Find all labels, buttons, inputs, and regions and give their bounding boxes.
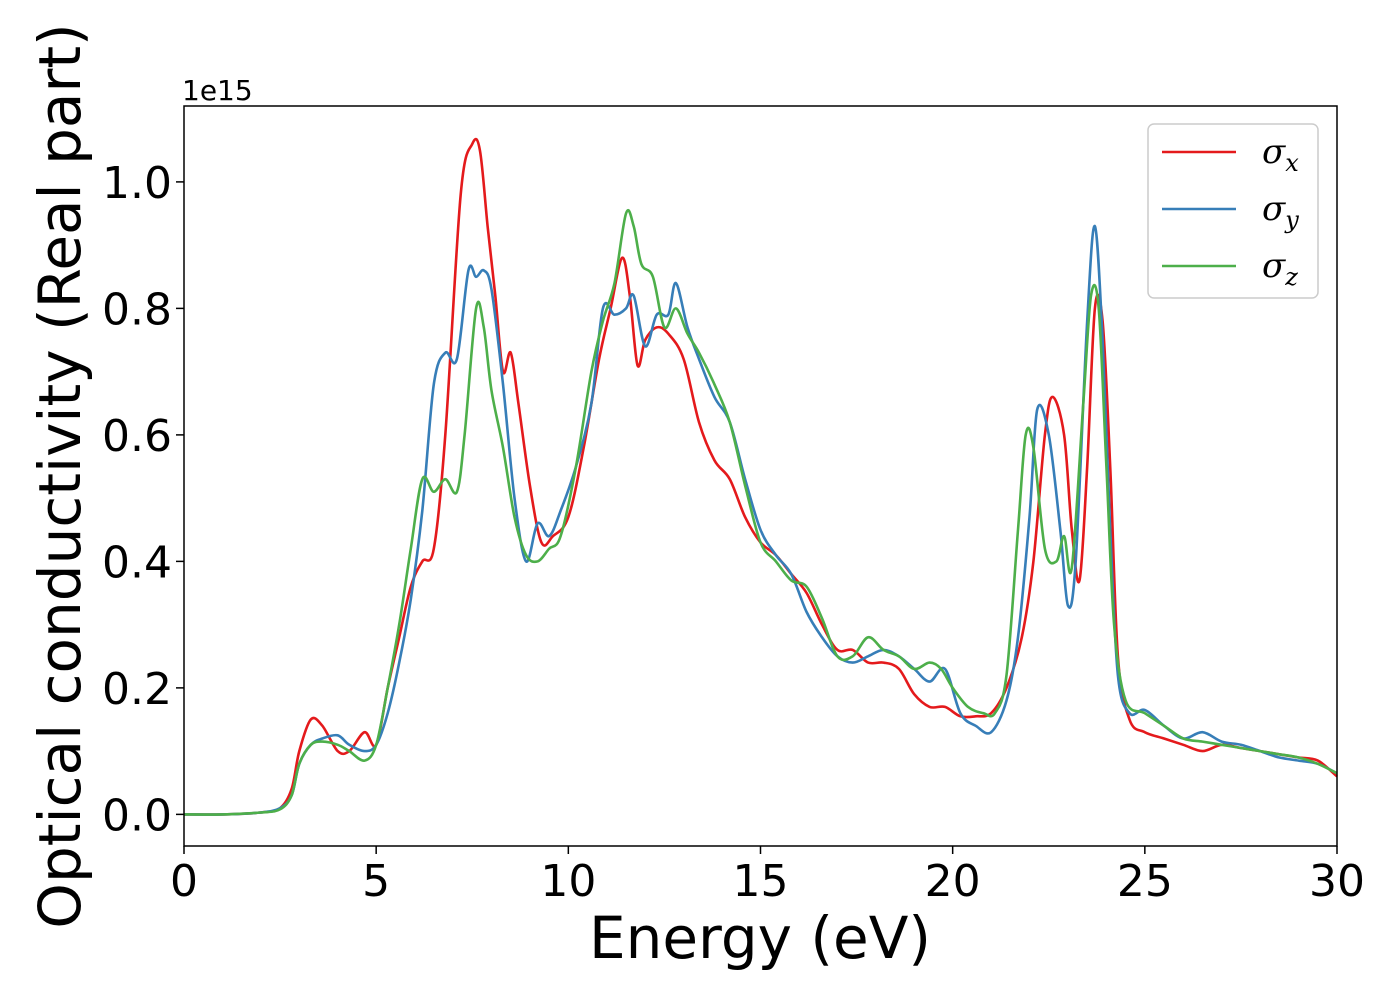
y-tick-label: 0.0	[102, 790, 172, 841]
x-tick-label: 30	[1309, 856, 1365, 907]
x-tick-label: 20	[925, 856, 981, 907]
series-line-z	[183, 208, 1338, 816]
y-tick-label: 0.2	[102, 664, 172, 715]
y-tick-label: 0.8	[102, 284, 172, 335]
x-ticks: 0 5 10 15 20 25 30	[170, 846, 1365, 907]
series-line-y	[183, 224, 1338, 816]
x-tick-label: 10	[540, 856, 596, 907]
x-axis-label: Energy (eV)	[589, 904, 931, 972]
y-offset-label: 1e15	[182, 74, 253, 107]
y-tick-label: 0.6	[102, 411, 172, 462]
x-tick-label: 15	[733, 856, 789, 907]
y-ticks: 0.0 0.2 0.4 0.6 0.8 1.0	[102, 158, 184, 841]
legend-box	[1147, 123, 1319, 299]
x-tick-label: 25	[1117, 856, 1173, 907]
y-tick-label: 0.4	[102, 537, 172, 588]
series-layer	[183, 137, 1338, 816]
x-tick-label: 5	[362, 856, 390, 907]
y-axis-label: Optical conductivity (Real part)	[26, 23, 94, 928]
x-tick-label: 0	[170, 856, 198, 907]
series-line-x	[183, 137, 1338, 816]
y-tick-label: 1.0	[102, 158, 172, 209]
